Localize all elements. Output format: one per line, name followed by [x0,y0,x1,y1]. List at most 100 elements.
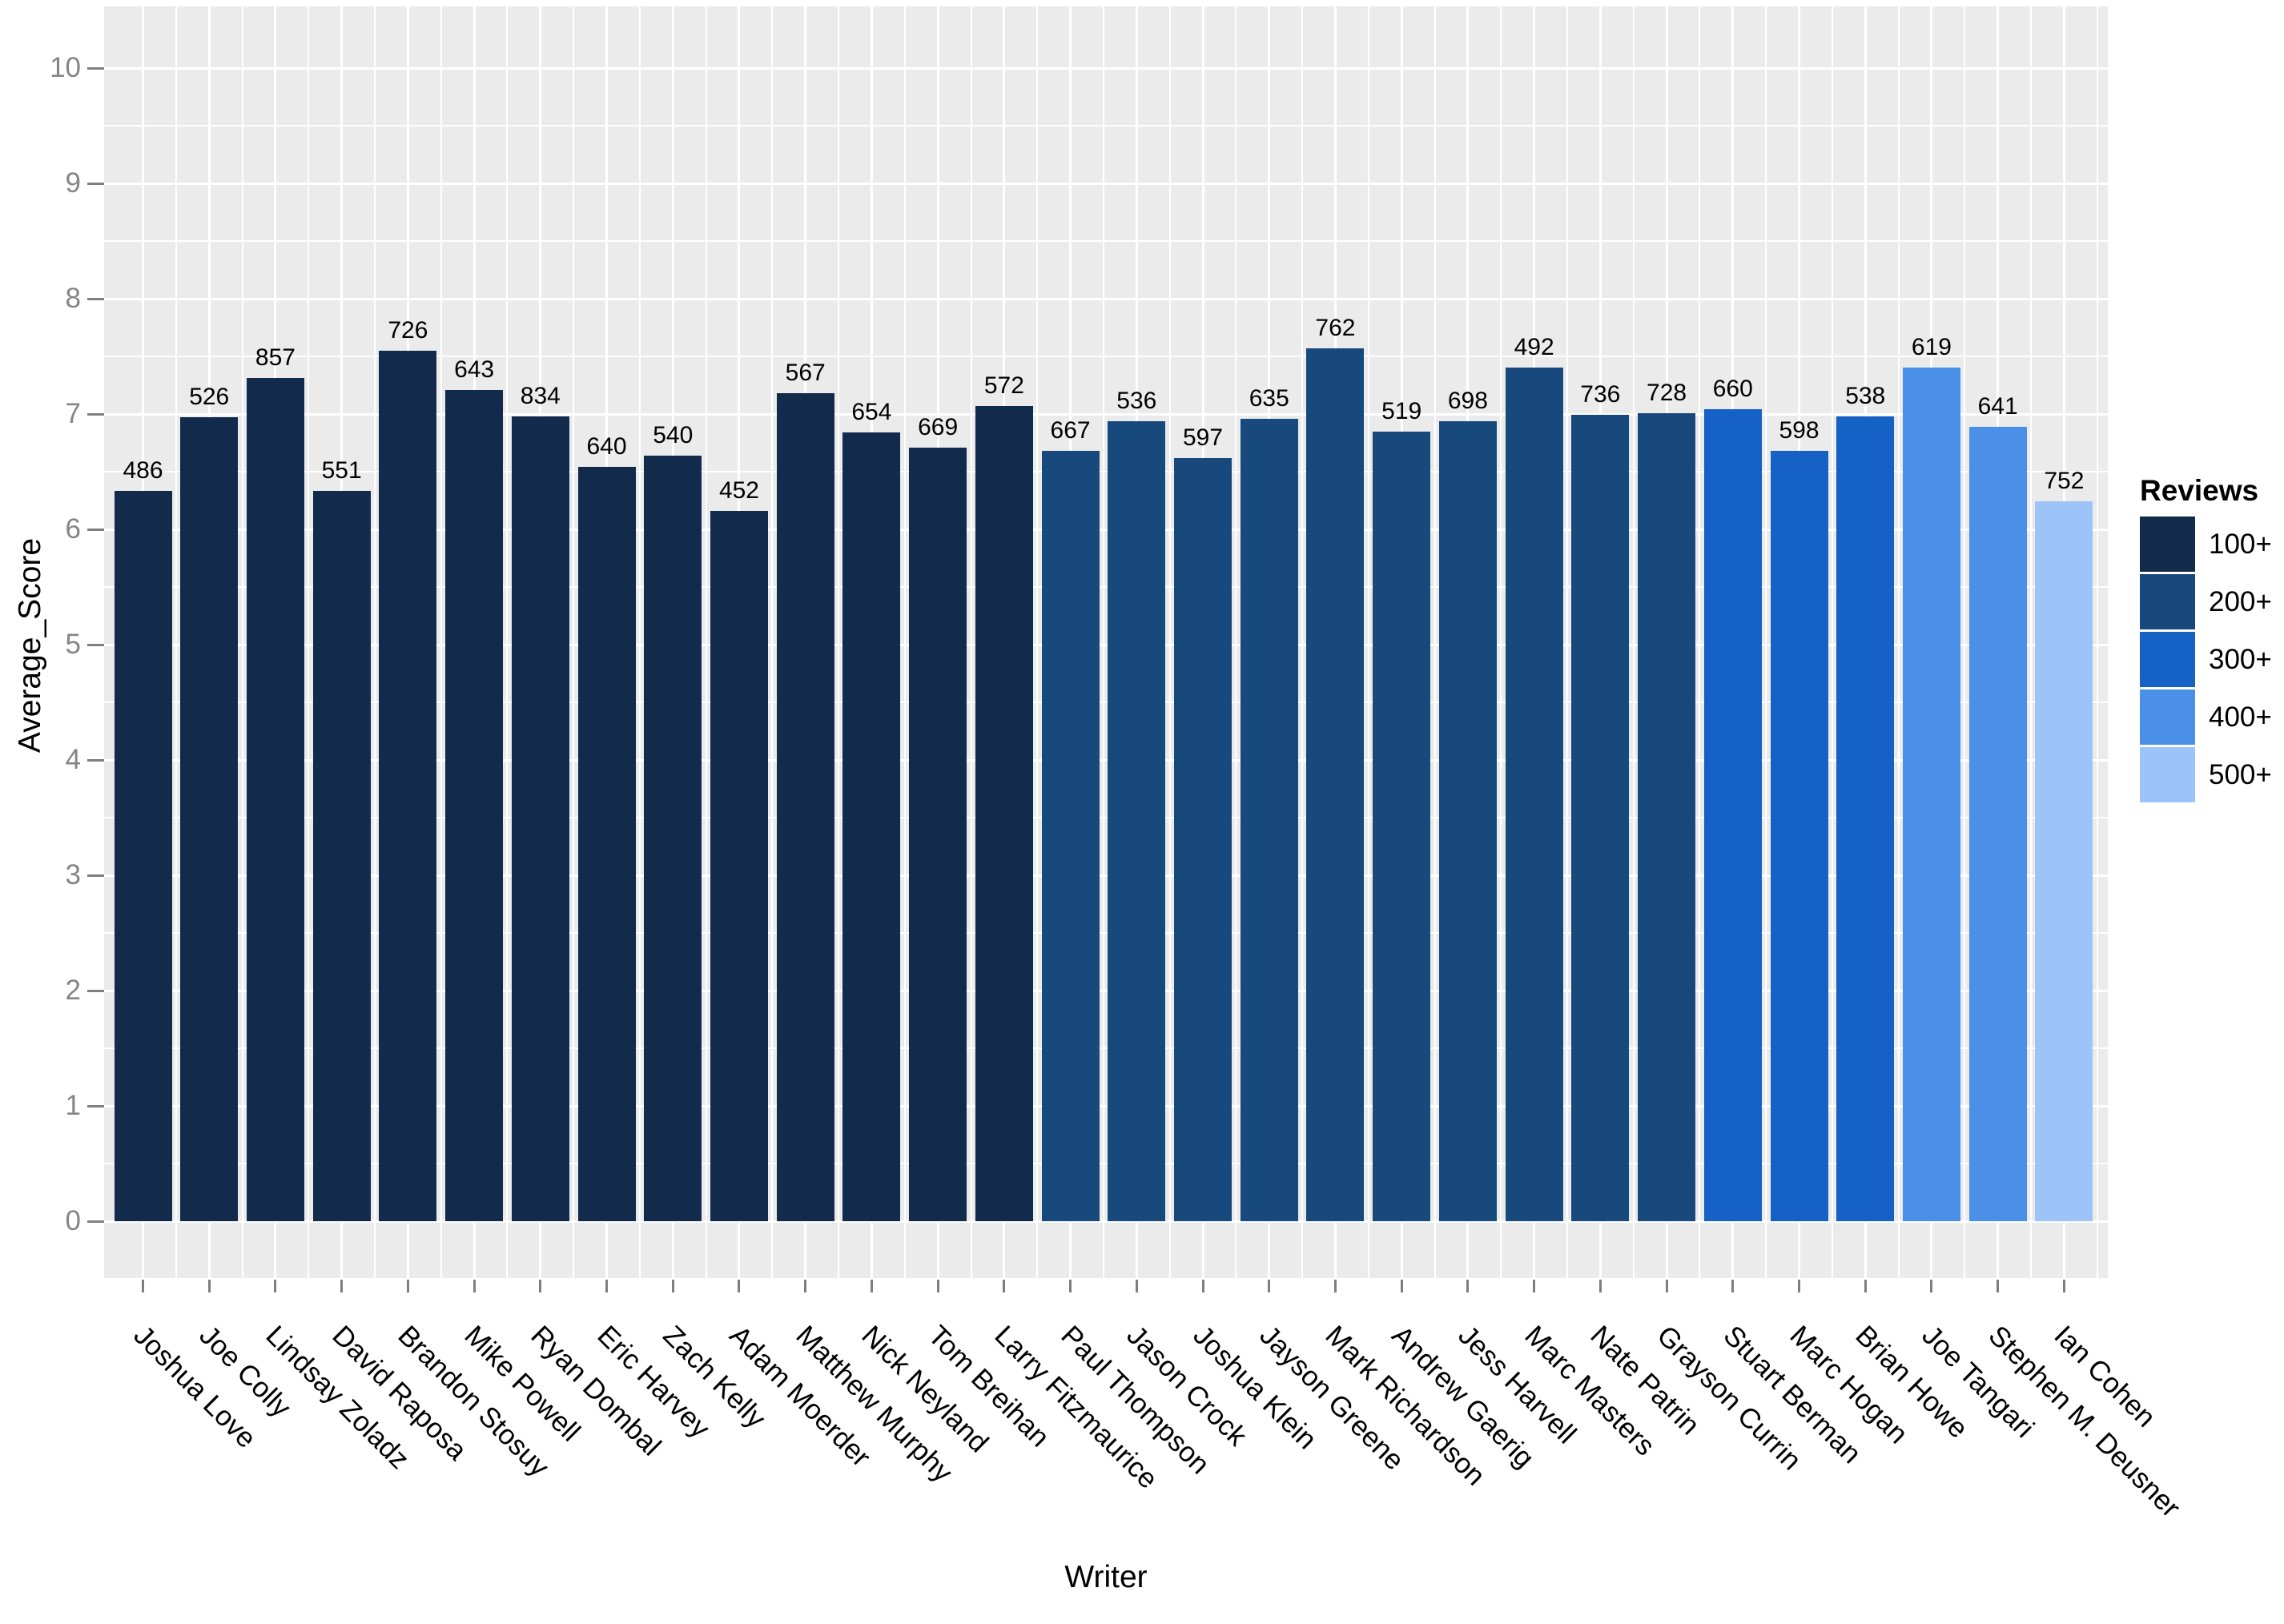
legend-title: Reviews [2140,474,2259,507]
bar-value-label: 698 [1447,387,1488,414]
x-tick-mark [1466,1280,1470,1292]
bar [975,405,1033,1221]
v-gridline-minor [1500,6,1502,1278]
x-tick-mark [1268,1280,1271,1292]
y-tick-mark [87,874,104,877]
bar-value-label: 660 [1712,376,1753,403]
y-tick-label: 5 [65,629,81,660]
bar [180,417,239,1221]
y-axis-title: Average_Score [13,537,47,754]
v-gridline-minor [1301,6,1304,1278]
v-gridline-minor [1235,6,1237,1278]
x-tick-mark [472,1280,476,1292]
v-gridline-minor [903,6,906,1278]
y-tick-label: 6 [65,513,81,545]
bar [511,416,569,1221]
x-tick-mark [1864,1280,1867,1292]
y-tick-mark [87,182,104,185]
x-tick-mark [207,1280,211,1292]
bar-value-label: 452 [718,476,759,504]
x-tick-mark [870,1280,873,1292]
bar [114,491,172,1221]
bar-value-label: 551 [321,457,362,484]
bar-value-label: 598 [1779,417,1820,444]
h-gridline-major [104,182,2108,185]
h-gridline-major [104,412,2108,416]
v-gridline-minor [175,6,177,1278]
bar-value-label: 654 [851,399,892,426]
v-gridline-minor [1897,6,1900,1278]
h-gridline-major [104,643,2108,646]
legend-swatch [2140,632,2195,687]
x-tick-mark [738,1280,741,1292]
bar [1041,451,1100,1221]
x-tick-mark [1598,1280,1602,1292]
bar-value-label: 762 [1315,314,1356,341]
bar [776,393,834,1221]
h-gridline-minor [104,240,2108,242]
bar [1836,416,1895,1221]
bar-value-label: 635 [1249,384,1289,412]
legend-entry-label: 100+ [2209,529,2272,560]
legend-swatch [2140,747,2195,802]
x-tick-mark [1930,1280,1933,1292]
y-tick-label: 9 [65,167,81,199]
bar [1968,426,2027,1221]
v-gridline-minor [440,6,442,1278]
x-tick-mark [539,1280,542,1292]
x-tick-mark [804,1280,807,1292]
bar [1571,415,1630,1221]
v-gridline-minor [1632,6,1635,1278]
bar-value-label: 519 [1381,397,1422,424]
bar-value-label: 752 [2044,468,2085,495]
bar [710,510,768,1221]
bar [909,447,967,1221]
v-gridline-minor [1036,6,1039,1278]
x-tick-mark [1731,1280,1735,1292]
bar [1240,418,1298,1221]
y-tick-mark [87,1220,104,1223]
v-gridline-minor [1831,6,1833,1278]
bar [644,455,702,1221]
v-gridline-minor [1102,6,1104,1278]
bar [312,491,371,1221]
bar [379,350,437,1221]
bar [1108,420,1166,1221]
y-tick-label: 8 [65,283,81,314]
v-gridline-minor [1168,6,1171,1278]
y-tick-mark [87,66,104,70]
bar [1770,451,1828,1221]
x-tick-mark [1400,1280,1403,1292]
bar [577,467,636,1221]
x-tick-mark [1798,1280,1800,1292]
v-gridline-minor [1367,6,1369,1278]
bar-value-label: 486 [123,457,163,484]
bar [1703,409,1762,1221]
v-gridline-minor [1964,6,1966,1278]
bar-value-label: 736 [1580,381,1621,408]
v-gridline-minor [241,6,243,1278]
x-tick-mark [1201,1280,1204,1292]
x-tick-mark [1996,1280,2000,1292]
bar [1505,368,1563,1221]
h-gridline-minor [104,356,2108,357]
bar-value-label: 669 [918,413,959,440]
x-tick-mark [1135,1280,1138,1292]
x-tick-mark [406,1280,409,1292]
h-gridline-major [104,989,2108,992]
bar-value-label: 641 [1977,392,2018,420]
bar [1306,348,1365,1221]
x-tick-mark [605,1280,609,1292]
h-gridline-major [104,758,2108,762]
bar [2035,501,2093,1221]
bar [1373,431,1431,1221]
y-tick-label: 7 [65,398,81,429]
bar-value-label: 492 [1514,334,1554,361]
bar [1638,412,1696,1221]
legend-swatch [2140,574,2195,629]
y-tick-mark [87,758,104,762]
bar [1438,420,1497,1221]
y-tick-label: 4 [65,744,81,775]
h-gridline-minor [104,471,2108,472]
